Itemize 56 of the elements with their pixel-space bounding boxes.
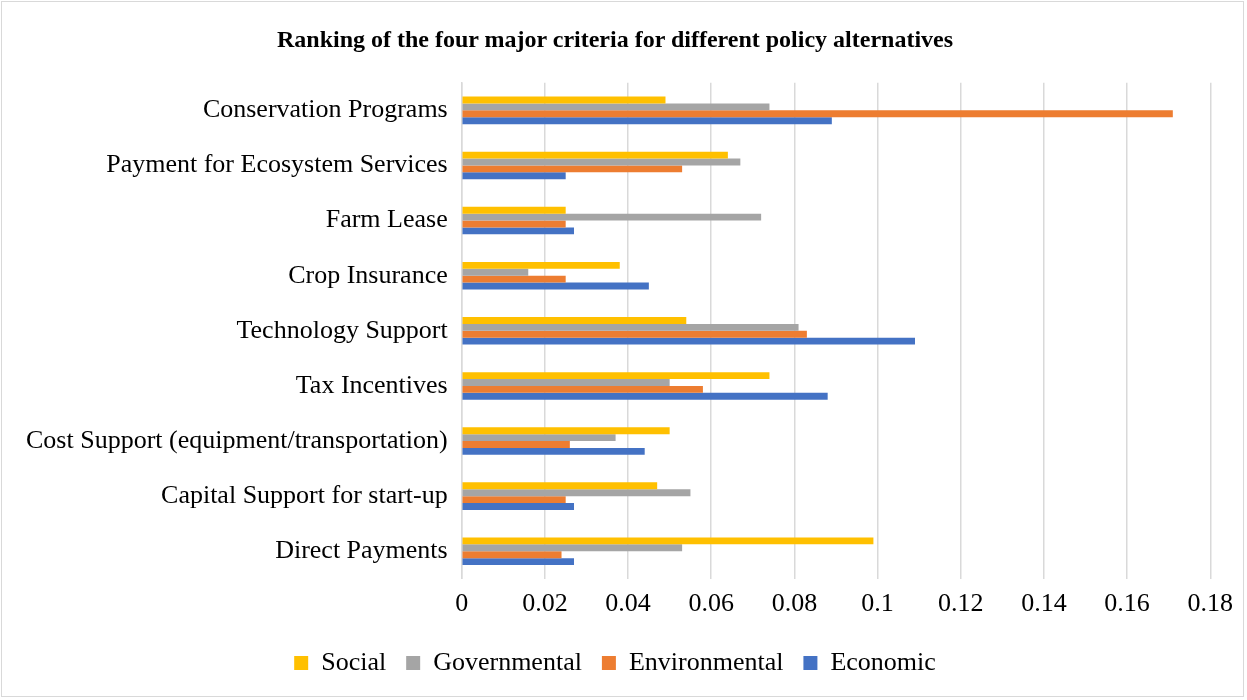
bar xyxy=(462,392,828,400)
bar xyxy=(462,227,574,235)
x-tick-label: 0 xyxy=(455,588,469,618)
bar xyxy=(462,330,807,338)
y-tick-label: Crop Insurance xyxy=(288,259,448,289)
bar xyxy=(462,441,570,448)
bar xyxy=(462,206,566,214)
bar xyxy=(462,489,691,497)
bar xyxy=(462,537,874,545)
x-tick-label: 0.1 xyxy=(861,588,894,618)
bar xyxy=(462,151,728,159)
x-tick-label: 0.02 xyxy=(522,588,568,618)
chart-title: Ranking of the four major criteria for different policy alternatives xyxy=(276,25,954,52)
y-tick-label: Direct Payments xyxy=(275,535,448,565)
y-tick-label: Cost Support (equipment/transportation) xyxy=(25,424,448,454)
x-tick-label: 0.18 xyxy=(1187,588,1233,618)
y-tick-label: Technology Support xyxy=(236,314,449,344)
x-tick-label: 0.12 xyxy=(937,588,984,618)
bar xyxy=(462,385,703,393)
bar xyxy=(462,447,645,455)
bar xyxy=(462,551,562,559)
legend-label: Social xyxy=(321,646,387,676)
y-tick-label: Farm Lease xyxy=(325,204,448,234)
legend-label: Economic xyxy=(830,646,936,676)
bar xyxy=(462,544,683,552)
bar xyxy=(462,427,670,435)
y-tick-label: Tax Incentives xyxy=(295,369,448,399)
x-tick-label: 0.06 xyxy=(688,588,734,618)
bar xyxy=(462,503,574,510)
bar xyxy=(462,496,566,504)
bar xyxy=(462,213,762,221)
x-tick-label: 0.14 xyxy=(1021,588,1067,618)
bar xyxy=(462,558,574,566)
bar xyxy=(462,379,670,386)
bar xyxy=(462,268,529,276)
legend-label: Governmental xyxy=(433,646,582,676)
bar xyxy=(462,482,658,490)
y-tick-label: Payment for Ecosystem Services xyxy=(106,149,448,179)
x-tick-label: 0.04 xyxy=(605,588,651,618)
bar xyxy=(462,434,616,442)
bar xyxy=(462,372,770,380)
bar xyxy=(462,165,683,173)
bar xyxy=(462,110,1173,118)
bar xyxy=(462,275,566,283)
bar xyxy=(462,261,620,269)
bar xyxy=(462,117,832,125)
x-tick-label: 0.08 xyxy=(771,588,818,618)
x-tick-label: 0.16 xyxy=(1104,588,1150,618)
bar xyxy=(462,103,770,111)
y-tick-label: Capital Support for start-up xyxy=(161,479,448,509)
bar xyxy=(462,323,799,331)
legend-label: Environmental xyxy=(628,646,784,676)
y-tick-label: Conservation Programs xyxy=(202,94,448,124)
bar xyxy=(462,172,566,180)
bar xyxy=(462,317,687,324)
bar xyxy=(462,337,915,345)
